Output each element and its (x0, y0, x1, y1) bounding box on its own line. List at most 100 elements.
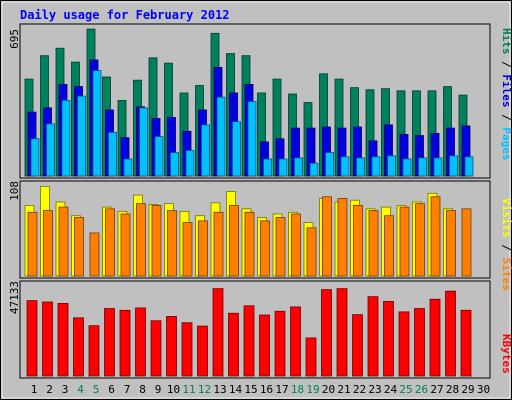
kbytes-bar-day-7 (119, 309, 131, 377)
pages-bar-day-16 (263, 158, 272, 177)
kbytes-bar-day-24 (383, 301, 394, 377)
pages-bar-day-6 (108, 131, 117, 177)
kbytes-bar-day-3 (57, 302, 69, 377)
sites-bar-day-11 (182, 222, 193, 277)
kbytes-bar-day-2 (42, 301, 53, 377)
sites-bar-day-14 (229, 204, 239, 277)
pages-bar-day-15 (247, 101, 257, 177)
sites-bar-day-22 (353, 204, 363, 277)
sites-bar-day-8 (136, 203, 146, 277)
kbytes-bar-day-4 (73, 317, 84, 377)
kbytes-bar-day-16 (259, 314, 270, 377)
day-label-24: 24 (384, 383, 398, 396)
pages-bar-day-25 (402, 158, 412, 177)
sites-bar-day-24 (384, 215, 394, 277)
kbytes-bar-day-18 (290, 306, 301, 377)
kbytes-bar-day-10 (166, 316, 177, 377)
pages-bar-day-7 (123, 158, 133, 177)
legend-files: Files (500, 74, 512, 107)
kbytes-bar-day-15 (243, 305, 255, 377)
sites-bar-day-16 (260, 220, 270, 277)
day-label-28: 28 (446, 383, 459, 396)
day-label-6: 6 (108, 383, 115, 396)
pages-bar-day-29 (464, 156, 474, 177)
legend-visits: Visits (500, 198, 512, 238)
day-label-1: 1 (31, 383, 38, 396)
kbytes-bar-day-8 (135, 307, 146, 377)
middle-ymax-label: 108 (8, 181, 21, 201)
legend-sep-2: / (500, 108, 512, 128)
kbytes-bar-day-20 (321, 289, 332, 377)
pages-bar-day-8 (139, 107, 148, 177)
kbytes-bar-day-12 (197, 325, 208, 377)
x-axis-day-labels: 1 2 3 4 5 6 7 8 9 10 11 12 13 14 15 16 17 18 19 20 21 22 23 24 2… (31, 383, 490, 396)
day-label-3: 3 (62, 383, 69, 396)
legend-sep-1: / (500, 55, 512, 75)
day-label-20: 20 (322, 383, 335, 396)
sites-bar-day-4 (74, 217, 84, 277)
pages-bar-day-24 (387, 155, 396, 177)
day-label-7: 7 (124, 383, 131, 396)
pages-bar-day-2 (46, 123, 55, 177)
legend-kbytes: KBytes (500, 334, 512, 374)
sites-bar-day-1 (27, 211, 38, 277)
sites-bar-day-17 (275, 217, 286, 277)
kbytes-bar-day-26 (414, 308, 425, 377)
day-label-12: 12 (198, 383, 211, 396)
bottom-legend: KBytes (500, 334, 512, 374)
day-label-2: 2 (46, 383, 53, 396)
pages-bar-day-22 (356, 157, 365, 177)
day-label-22: 22 (353, 383, 366, 396)
kbytes-bar-day-1 (26, 300, 38, 377)
legend-pages: Pages (500, 127, 512, 160)
pages-bar-day-17 (278, 158, 288, 177)
pages-bar-day-10 (170, 152, 179, 177)
day-label-26: 26 (415, 383, 428, 396)
bottom-ymax-label: 47133 (8, 281, 21, 314)
sites-bar-day-10 (167, 210, 177, 277)
kbytes-bar-day-22 (352, 314, 363, 377)
pages-bar-day-3 (61, 100, 71, 177)
sites-bar-day-15 (244, 211, 255, 277)
sites-bar-day-27 (430, 196, 441, 277)
pages-bar-day-19 (309, 162, 319, 177)
sites-bar-day-3 (58, 206, 69, 277)
kbytes-bar-day-13 (212, 288, 224, 377)
chart-title: Daily usage for February 2012 (20, 8, 230, 22)
kbytes-bar-day-25 (398, 311, 410, 377)
top-panel-bars (24, 28, 474, 177)
pages-bar-day-21 (340, 156, 350, 177)
top-panel-frame (19, 23, 491, 179)
sites-bar-day-26 (415, 203, 425, 277)
middle-panel-bars (24, 186, 472, 277)
sites-bar-day-21 (337, 198, 348, 277)
day-label-4: 4 (77, 383, 84, 396)
bottom-panel-bars (26, 288, 472, 377)
day-label-19: 19 (306, 383, 319, 396)
pages-bar-day-13 (216, 96, 226, 177)
pages-bar-day-20 (325, 152, 334, 177)
kbytes-bar-day-19 (305, 337, 317, 377)
sites-bar-day-20 (322, 196, 332, 277)
day-label-8: 8 (139, 383, 146, 396)
pages-bar-day-27 (433, 157, 443, 177)
middle-legend: Visits / Sites (500, 198, 512, 291)
middle-panel-frame (19, 180, 491, 279)
kbytes-bar-day-9 (150, 320, 162, 377)
kbytes-bar-day-23 (367, 296, 379, 377)
sites-bar-day-12 (198, 220, 208, 277)
sites-bar-day-5 (89, 232, 100, 277)
day-label-17: 17 (275, 383, 288, 396)
day-label-23: 23 (368, 383, 381, 396)
sites-bar-day-2 (43, 210, 53, 277)
kbytes-bar-day-6 (104, 308, 115, 377)
pages-bar-day-9 (154, 136, 164, 177)
day-label-16: 16 (260, 383, 273, 396)
pages-bar-day-18 (294, 157, 303, 177)
kbytes-bar-day-28 (445, 290, 456, 377)
day-label-27: 27 (430, 383, 443, 396)
day-label-14: 14 (229, 383, 243, 396)
sites-bar-day-28 (446, 210, 456, 277)
